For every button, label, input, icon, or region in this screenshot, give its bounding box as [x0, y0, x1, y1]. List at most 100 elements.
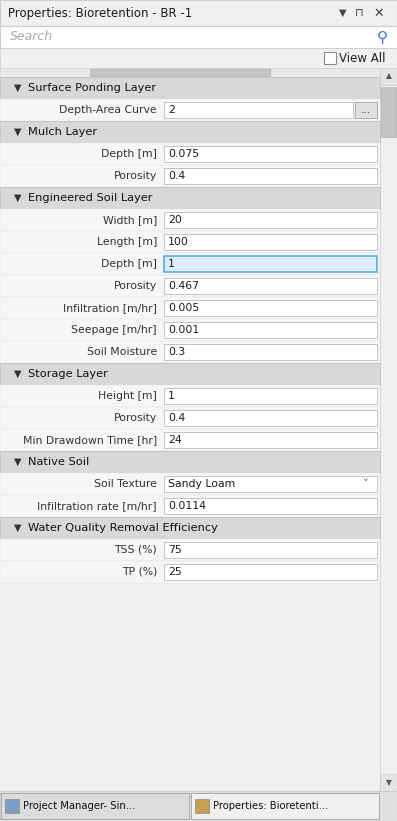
- Text: Seepage [m/hr]: Seepage [m/hr]: [71, 325, 157, 335]
- Bar: [0, 187, 380, 209]
- Text: Search: Search: [10, 30, 53, 44]
- Bar: [0, 48, 397, 68]
- Text: Engineered Soil Layer: Engineered Soil Layer: [28, 193, 152, 203]
- Text: Soil Texture: Soil Texture: [94, 479, 157, 489]
- Bar: [164, 278, 377, 294]
- Bar: [164, 498, 377, 514]
- Bar: [0, 231, 380, 253]
- Text: ▼: ▼: [14, 369, 21, 379]
- Text: Sandy Loam: Sandy Loam: [168, 479, 235, 489]
- Text: 0.001: 0.001: [168, 325, 199, 335]
- Text: Depth-Area Curve: Depth-Area Curve: [60, 105, 157, 115]
- Text: 1: 1: [168, 391, 175, 401]
- Bar: [164, 234, 377, 250]
- Text: Infiltration [m/hr]: Infiltration [m/hr]: [63, 303, 157, 313]
- Text: 2: 2: [168, 105, 175, 115]
- Text: 25: 25: [168, 567, 182, 577]
- Text: Soil Moisture: Soil Moisture: [87, 347, 157, 357]
- Bar: [0, 0, 397, 26]
- Bar: [0, 385, 380, 407]
- Text: Porosity: Porosity: [114, 413, 157, 423]
- Text: Depth [m]: Depth [m]: [101, 149, 157, 159]
- Bar: [164, 168, 377, 184]
- Bar: [164, 300, 377, 316]
- Bar: [0, 429, 380, 451]
- Bar: [90, 69, 270, 76]
- Text: ▼: ▼: [14, 193, 21, 203]
- Bar: [0, 561, 380, 583]
- Text: 0.0114: 0.0114: [168, 501, 206, 511]
- Text: 24: 24: [168, 435, 182, 445]
- Text: 20: 20: [168, 215, 182, 225]
- Text: ▼: ▼: [385, 778, 391, 787]
- Text: ▲: ▲: [385, 71, 391, 80]
- Bar: [0, 26, 397, 48]
- Bar: [0, 363, 380, 385]
- Bar: [0, 253, 380, 275]
- Bar: [0, 275, 380, 297]
- Bar: [0, 495, 380, 517]
- Text: 0.075: 0.075: [168, 149, 199, 159]
- Text: 0.467: 0.467: [168, 281, 199, 291]
- Text: 0.4: 0.4: [168, 413, 185, 423]
- Text: View All: View All: [339, 52, 385, 65]
- Bar: [164, 256, 377, 272]
- Text: Native Soil: Native Soil: [28, 457, 89, 467]
- Bar: [164, 102, 353, 118]
- Bar: [0, 297, 380, 319]
- Bar: [0, 77, 380, 99]
- Text: ✕: ✕: [373, 7, 384, 20]
- Bar: [380, 68, 397, 791]
- Text: TP (%): TP (%): [121, 567, 157, 577]
- Text: 1: 1: [168, 259, 175, 269]
- Bar: [0, 473, 380, 495]
- Bar: [0, 341, 380, 363]
- Bar: [164, 410, 377, 426]
- Text: TSS (%): TSS (%): [114, 545, 157, 555]
- Text: Height [m]: Height [m]: [98, 391, 157, 401]
- Text: Surface Ponding Layer: Surface Ponding Layer: [28, 83, 156, 93]
- Bar: [0, 99, 380, 121]
- Text: Width [m]: Width [m]: [103, 215, 157, 225]
- Bar: [380, 68, 397, 85]
- Text: Depth [m]: Depth [m]: [101, 259, 157, 269]
- Text: Porosity: Porosity: [114, 281, 157, 291]
- Bar: [0, 319, 380, 341]
- Bar: [164, 146, 377, 162]
- Bar: [164, 564, 377, 580]
- Text: ▼: ▼: [14, 83, 21, 93]
- Bar: [0, 539, 380, 561]
- Text: ˅: ˅: [363, 479, 369, 489]
- Text: ▼: ▼: [14, 523, 21, 533]
- Text: 0.005: 0.005: [168, 303, 199, 313]
- Bar: [164, 344, 377, 360]
- Text: 0.4: 0.4: [168, 171, 185, 181]
- Bar: [164, 542, 377, 558]
- Bar: [164, 322, 377, 338]
- Text: Infiltration rate [m/hr]: Infiltration rate [m/hr]: [37, 501, 157, 511]
- Bar: [5, 799, 19, 813]
- Text: ▼: ▼: [14, 457, 21, 467]
- Bar: [164, 432, 377, 448]
- Text: Min Drawdown Time [hr]: Min Drawdown Time [hr]: [23, 435, 157, 445]
- Text: ...: ...: [361, 105, 371, 115]
- Text: 100: 100: [168, 237, 189, 247]
- Bar: [380, 774, 397, 791]
- Text: Storage Layer: Storage Layer: [28, 369, 108, 379]
- Text: ⚲: ⚲: [377, 30, 388, 44]
- Bar: [381, 87, 396, 137]
- Bar: [355, 102, 377, 118]
- Text: Mulch Layer: Mulch Layer: [28, 127, 97, 137]
- Bar: [324, 52, 336, 64]
- Text: ▼: ▼: [14, 127, 21, 137]
- Bar: [0, 209, 380, 231]
- Bar: [0, 143, 380, 165]
- Bar: [0, 517, 380, 539]
- Text: Properties: Bioretention - BR -1: Properties: Bioretention - BR -1: [8, 7, 192, 20]
- Text: Length [m]: Length [m]: [96, 237, 157, 247]
- Text: ⊓: ⊓: [355, 8, 364, 18]
- Bar: [1, 793, 189, 819]
- Bar: [0, 791, 397, 821]
- Bar: [164, 476, 377, 492]
- Text: 0.3: 0.3: [168, 347, 185, 357]
